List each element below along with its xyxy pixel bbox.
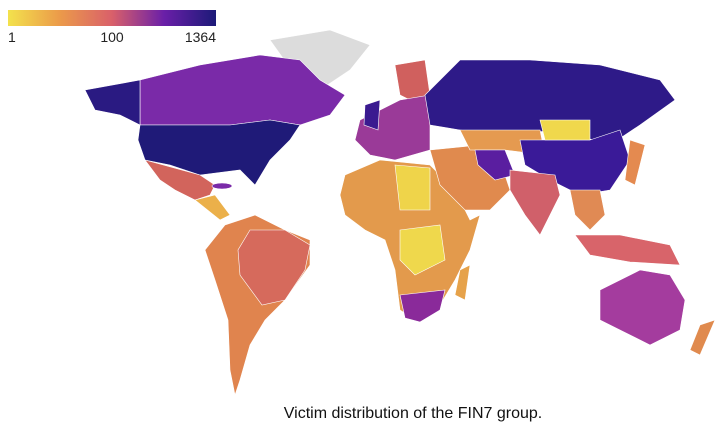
australia xyxy=(599,269,686,346)
color-scale xyxy=(8,10,216,26)
iran xyxy=(474,149,516,181)
uk xyxy=(363,99,381,131)
caption: Victim distribution of the FIN7 group. xyxy=(284,405,543,422)
countries xyxy=(84,29,716,397)
central-america xyxy=(194,194,231,221)
japan xyxy=(624,139,646,186)
scandinavia xyxy=(394,59,431,101)
scale-tick-label: 1364 xyxy=(185,29,216,45)
scale-tick-label: 100 xyxy=(100,29,124,45)
india xyxy=(509,169,561,236)
south-africa xyxy=(399,289,446,323)
southeast-asia xyxy=(569,189,606,231)
central-africa xyxy=(399,224,446,276)
madagascar xyxy=(454,264,471,301)
cuba xyxy=(211,182,233,190)
alaska xyxy=(84,79,141,126)
mongolia xyxy=(539,119,591,141)
scale-ticks: 1 100 1364 xyxy=(8,29,216,45)
new-zealand xyxy=(689,319,716,356)
europe xyxy=(354,94,431,161)
indonesia xyxy=(574,234,681,266)
brazil xyxy=(237,229,311,306)
scale-tick-label: 1 xyxy=(8,29,16,45)
mexico xyxy=(144,159,216,201)
sahara xyxy=(394,164,431,211)
china xyxy=(519,129,631,196)
